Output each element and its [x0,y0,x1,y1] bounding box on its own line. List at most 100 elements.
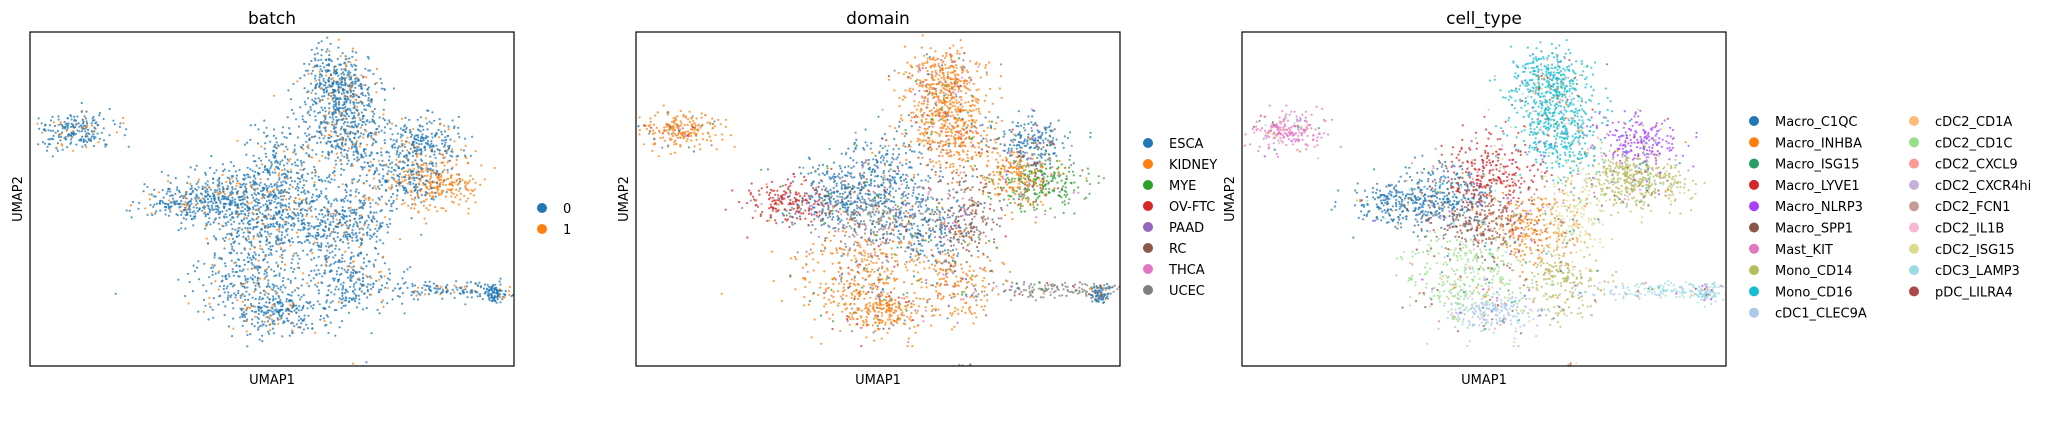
scatter-point [276,265,279,268]
scatter-point [286,116,289,119]
scatter-point [321,220,324,223]
scatter-point [258,296,261,299]
scatter-point [255,197,258,200]
scatter-point [258,201,261,205]
scatter-point [700,124,703,127]
scatter-point [76,115,79,118]
scatter-point [983,99,986,102]
scatter-point [435,132,438,135]
scatter-point [324,156,327,159]
scatter-point [352,233,355,236]
scatter-point [409,131,412,134]
scatter-point [376,127,379,131]
scatter-point [419,188,422,191]
scatter-point [287,278,290,281]
scatter-point [257,271,260,275]
scatter-point [318,126,321,129]
scatter-point [201,209,204,212]
scatter-point [300,309,303,312]
scatter-point [91,135,94,138]
scatter-point [952,65,955,68]
scatter-point [339,159,342,163]
scatter-point [243,259,246,262]
scatter-point [377,125,381,128]
scatter-point [278,223,281,226]
scatter-point [407,168,410,171]
scatter-point [649,117,652,120]
scatter-point [287,222,290,225]
scatter-point [146,185,149,189]
scatter-point [294,277,297,280]
scatter-point [327,94,330,97]
scatter-point [85,146,88,149]
scatter-point [948,122,951,125]
scatter-point [359,142,362,145]
scatter-point [698,143,701,146]
scatter-point [252,226,255,229]
scatter-point [422,204,425,207]
scatter-point [319,223,322,226]
scatter-point [353,269,356,272]
scatter-point [243,295,246,298]
scatter-point [354,68,357,72]
scatter-point [232,249,236,252]
scatter-point [322,79,325,82]
scatter-point [303,314,306,317]
scatter-point [326,86,329,89]
scatter-point [465,290,469,294]
scatter-point [634,126,636,128]
scatter-point [367,99,370,102]
scatter-point [469,174,472,177]
scatter-point [648,124,652,127]
scatter-point [325,121,328,124]
scatter-point [243,193,246,196]
scatter-point [354,232,357,235]
scatter-point [985,73,989,76]
scatter-point [910,66,913,69]
scatter-point [307,72,310,75]
scatter-point [351,229,354,232]
scatter-point [332,279,336,282]
scatter-point [403,201,406,205]
scatter-point [487,297,490,300]
scatter-point [245,239,248,242]
scatter-point [291,291,294,294]
scatter-point [433,181,436,184]
scatter-point [377,252,380,255]
scatter-point [329,42,332,45]
scatter-point [418,143,421,146]
scatter-point [399,136,402,139]
scatter-point [349,206,352,209]
scatter-point [400,139,403,142]
scatter-point [346,290,349,293]
scatter-point [255,282,258,285]
scatter-point [373,217,376,220]
scatter-point [333,70,336,73]
scatter-point [459,187,462,190]
scatter-point [332,118,335,121]
scatter-point [407,174,410,177]
scatter-point [936,57,939,60]
scatter-point [240,309,243,312]
scatter-point [940,84,944,87]
scatter-point [207,201,210,204]
scatter-point [259,240,262,244]
scatter-point [902,95,905,98]
scatter-point [281,131,284,134]
scatter-point [317,281,320,285]
scatter-point [367,86,370,89]
scatter-point [208,276,211,279]
scatter-point [322,216,325,219]
scatter-point [348,265,351,268]
scatter-point [366,91,370,94]
scatter-point [360,214,363,217]
scatter-point [398,295,401,298]
scatter-point [333,170,336,173]
scatter-point [337,107,340,110]
scatter-point [310,196,314,199]
scatter-point [228,232,231,235]
scatter-point [341,288,344,291]
scatter-point [347,242,350,245]
scatter-point [508,293,511,296]
scatter-point [323,206,326,209]
